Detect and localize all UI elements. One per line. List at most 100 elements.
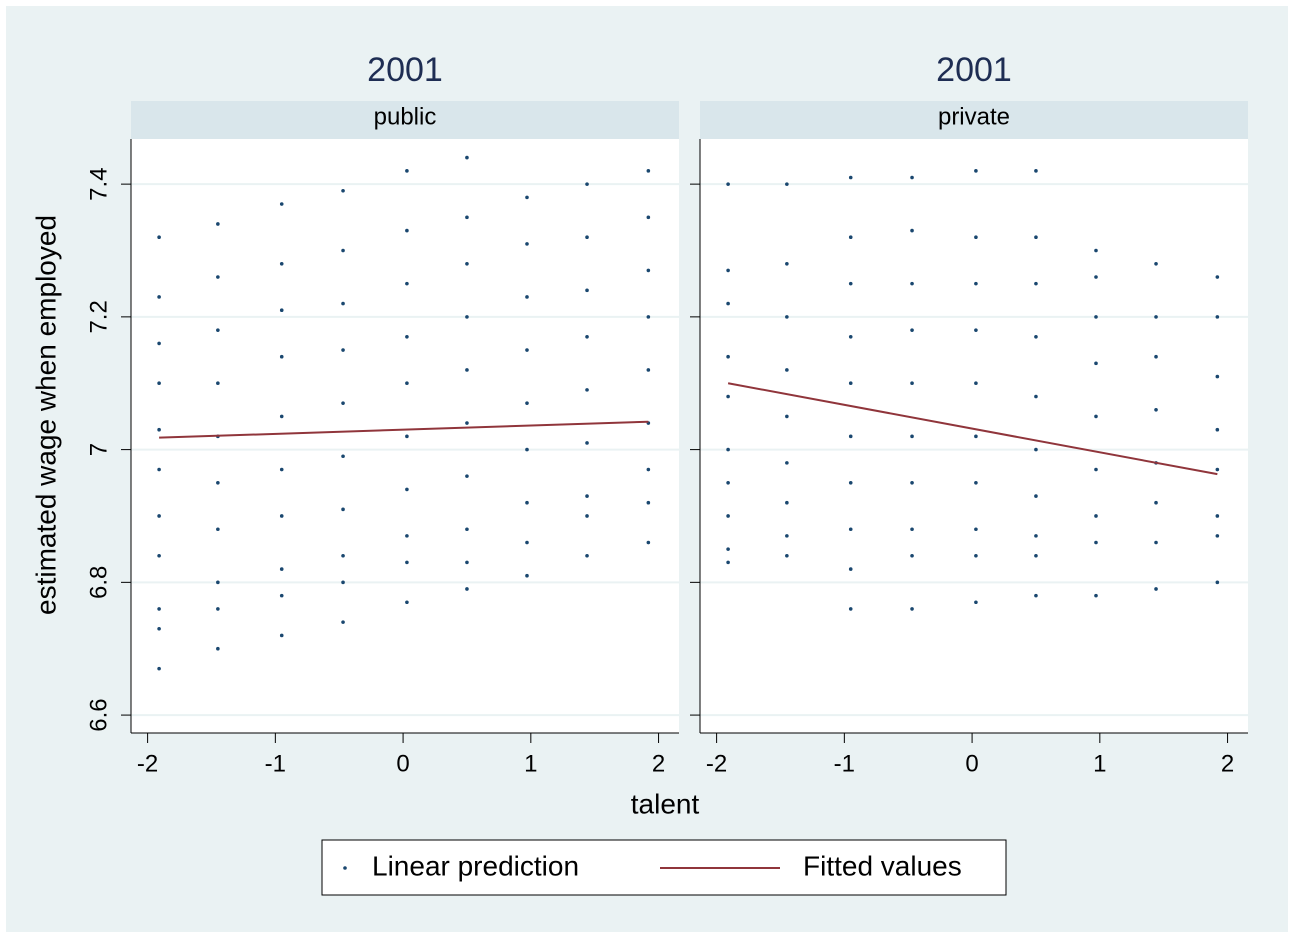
- point: [1215, 275, 1220, 279]
- point: [785, 182, 789, 186]
- point: [157, 341, 161, 346]
- point: [848, 281, 853, 286]
- point: [465, 421, 469, 425]
- point: [848, 567, 853, 571]
- point: [726, 354, 730, 359]
- point: [726, 480, 730, 485]
- point: [1034, 553, 1038, 558]
- point: [910, 281, 914, 286]
- point: [279, 593, 284, 598]
- point: [910, 527, 914, 532]
- point: [341, 301, 345, 306]
- y-tick-label: 7.2: [85, 300, 112, 333]
- point: [157, 381, 161, 386]
- point: [1034, 394, 1038, 399]
- point: [157, 514, 161, 518]
- point: [848, 434, 853, 439]
- point: [1154, 261, 1158, 266]
- point: [1154, 500, 1158, 505]
- point: [157, 295, 161, 299]
- point: [1094, 248, 1098, 253]
- point: [1094, 315, 1098, 319]
- x-tick-label: -1: [265, 750, 286, 777]
- point: [525, 401, 529, 405]
- panel-title: 2001: [936, 51, 1012, 89]
- y-tick-label: 6.8: [85, 566, 112, 599]
- panel-title: 2001: [367, 51, 443, 89]
- panel-subtitle: public: [374, 103, 437, 130]
- point: [910, 175, 914, 180]
- point: [848, 527, 853, 532]
- point: [216, 222, 220, 226]
- point: [974, 480, 978, 485]
- point: [785, 368, 789, 372]
- point: [525, 242, 529, 246]
- point: [405, 534, 409, 538]
- point: [157, 607, 161, 611]
- point: [216, 527, 220, 532]
- point: [1215, 315, 1220, 319]
- point: [848, 235, 853, 240]
- point: [785, 534, 789, 538]
- point: [525, 500, 529, 505]
- point: [279, 202, 284, 206]
- point: [585, 494, 589, 498]
- point: [279, 354, 284, 359]
- point: [1094, 275, 1098, 279]
- point: [216, 646, 220, 651]
- y-tick-label: 6.6: [85, 698, 112, 731]
- point: [1034, 169, 1038, 173]
- point: [1154, 540, 1158, 545]
- point: [974, 169, 978, 173]
- point: [341, 348, 345, 352]
- point: [1215, 514, 1220, 518]
- point: [341, 620, 345, 624]
- point: [646, 268, 651, 273]
- y-tick-label: 7.4: [85, 167, 112, 200]
- point: [405, 169, 409, 173]
- point: [405, 228, 409, 233]
- point: [405, 560, 409, 565]
- point: [465, 215, 469, 220]
- point: [726, 268, 730, 273]
- point: [646, 540, 651, 545]
- point: [405, 334, 409, 339]
- point: [465, 315, 469, 319]
- point: [279, 633, 284, 638]
- point: [1094, 593, 1098, 598]
- point: [1094, 361, 1098, 366]
- point: [848, 607, 853, 611]
- point: [785, 414, 789, 419]
- point: [216, 275, 220, 279]
- point: [525, 540, 529, 545]
- point: [279, 308, 284, 313]
- point: [525, 295, 529, 299]
- point: [216, 328, 220, 332]
- point: [646, 467, 651, 472]
- point: [1034, 534, 1038, 538]
- point: [405, 381, 409, 386]
- point: [585, 441, 589, 445]
- point: [910, 434, 914, 439]
- x-tick-label: 1: [524, 750, 537, 777]
- point: [465, 155, 469, 160]
- point: [525, 447, 529, 452]
- point: [726, 394, 730, 399]
- point: [585, 334, 589, 339]
- point: [216, 381, 220, 386]
- point: [646, 169, 651, 173]
- panel-subtitle: private: [938, 103, 1010, 130]
- point: [646, 215, 651, 220]
- point: [646, 315, 651, 319]
- y-tick-label: 7: [85, 443, 112, 456]
- point: [1154, 315, 1158, 319]
- point: [465, 560, 469, 565]
- point: [279, 414, 284, 419]
- point: [974, 434, 978, 439]
- x-tick-label: 0: [396, 750, 409, 777]
- point: [785, 461, 789, 465]
- point: [216, 580, 220, 585]
- legend-label: Fitted values: [803, 850, 962, 881]
- point: [1034, 593, 1038, 598]
